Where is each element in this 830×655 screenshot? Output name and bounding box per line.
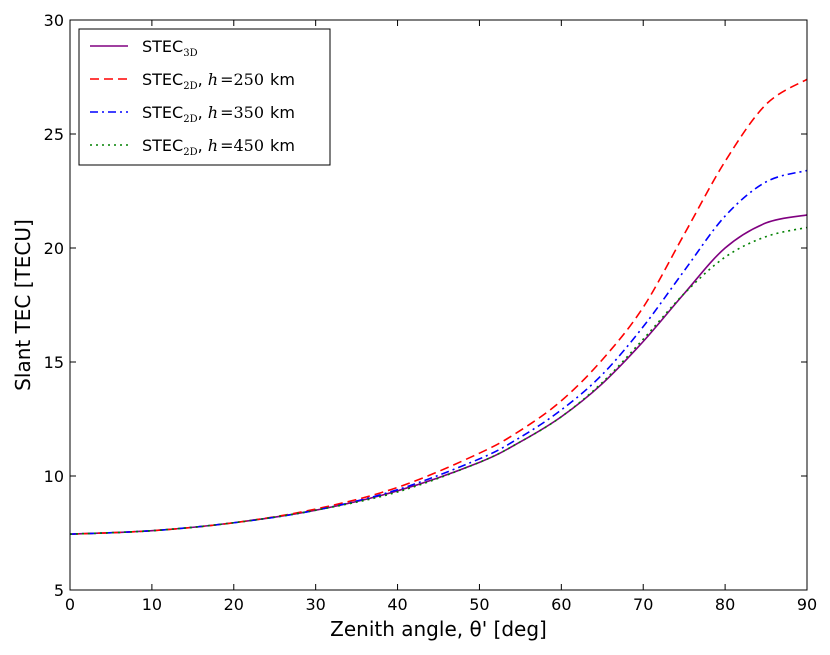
legend-h-symbol: h: [208, 103, 218, 122]
legend-box: [78, 28, 331, 166]
legend-h-symbol: h: [208, 136, 218, 155]
legend-label-3: STEC2D, h =350 km: [142, 103, 295, 125]
plot-frame: [69, 19, 808, 591]
legend-height-value: 250: [234, 70, 265, 89]
y-tick-label: 15: [44, 353, 64, 372]
legend-height-value: 450: [234, 136, 265, 155]
y-tick-label: 25: [44, 125, 64, 144]
legend-h-symbol: h: [208, 70, 218, 89]
y-tick-label: 30: [44, 11, 64, 30]
legend-label-4: STEC2D, h =450 km: [142, 136, 295, 158]
series-line-2: [69, 78, 808, 535]
x-tick-label: 50: [469, 595, 489, 614]
legend-separator: ,: [198, 70, 208, 89]
y-tick-label: 10: [44, 467, 64, 486]
legend-equals: =: [220, 103, 233, 122]
legend-equals: =: [220, 70, 233, 89]
x-tick-label: 80: [715, 595, 735, 614]
y-axis-label: Slant TEC [TECU]: [11, 219, 35, 391]
legend-unit: km: [270, 70, 295, 89]
series-line-3: [69, 169, 808, 535]
legend-unit: km: [270, 103, 295, 122]
legend-label-2: STEC2D, h =250 km: [142, 70, 295, 92]
legend-unit: km: [270, 136, 295, 155]
legend-label-1: STEC3D: [142, 37, 198, 59]
x-tick-label: 20: [224, 595, 244, 614]
x-axis-label: Zenith angle, θ' [deg]: [330, 617, 547, 641]
x-tick-label: 70: [633, 595, 653, 614]
legend-subscript: 2D: [183, 81, 197, 92]
series-layer: [69, 78, 808, 535]
x-tick-label: 60: [551, 595, 571, 614]
legend-base-text: STEC: [142, 37, 183, 56]
series-line-4: [69, 226, 808, 535]
legend-equals: =: [220, 136, 233, 155]
x-tick-label: 10: [142, 595, 162, 614]
y-tick-label: 20: [44, 239, 64, 258]
ticks-layer: 0 10 20 30 40 50 60 70 80 90 5 10 15 20 25 30: [44, 11, 818, 614]
x-tick-label: 0: [65, 595, 75, 614]
y-tick-label: 5: [54, 581, 64, 600]
legend-subscript: 2D: [183, 147, 197, 158]
legend-subscript: 3D: [183, 48, 197, 59]
legend-separator: ,: [198, 136, 208, 155]
x-tick-label: 90: [797, 595, 817, 614]
x-tick-label: 40: [387, 595, 407, 614]
legend-separator: ,: [198, 103, 208, 122]
legend-base-text: STEC: [142, 103, 183, 122]
legend-base-text: STEC: [142, 136, 183, 155]
legend-height-value: 350: [234, 103, 265, 122]
x-tick-label: 30: [305, 595, 325, 614]
legend-subscript: 2D: [183, 114, 197, 125]
legend-base-text: STEC: [142, 70, 183, 89]
